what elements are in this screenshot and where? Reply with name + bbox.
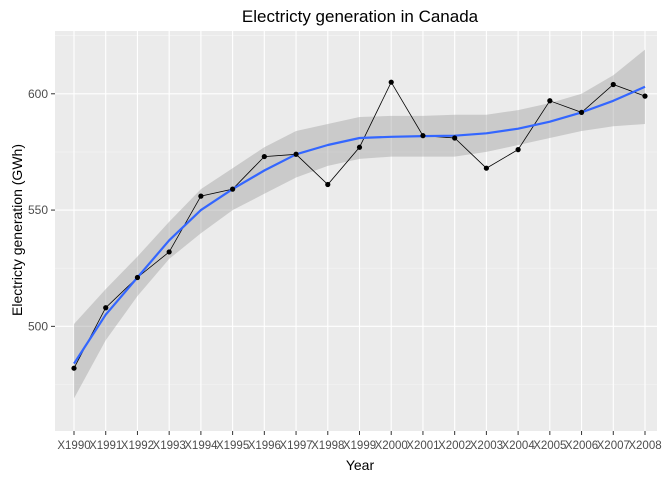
x-tick-label: X1995 — [216, 440, 249, 452]
axes-layer: 500550600X1990X1991X1992X1993X1994X1995X… — [28, 87, 662, 452]
y-tick-label: 550 — [28, 203, 48, 217]
x-tick-label: X2006 — [565, 440, 598, 452]
y-tick-label: 600 — [28, 87, 48, 101]
data-point — [388, 79, 394, 85]
x-tick-label: X1990 — [57, 440, 90, 452]
x-tick-label: X2003 — [470, 440, 503, 452]
data-point — [198, 193, 204, 199]
data-point — [71, 365, 77, 371]
x-tick-label: X1997 — [279, 440, 312, 452]
x-tick-label: X2002 — [438, 440, 471, 452]
x-tick-label: X2000 — [375, 440, 408, 452]
data-point — [610, 81, 616, 88]
x-tick-label: X1999 — [343, 440, 376, 452]
data-point — [642, 93, 648, 99]
data-point — [103, 305, 109, 311]
data-point — [293, 151, 299, 157]
confidence-band — [74, 49, 645, 399]
data-point — [261, 153, 267, 160]
data-point — [420, 133, 426, 139]
data-point — [325, 181, 331, 188]
x-tick-label: X2004 — [501, 440, 535, 452]
confidence-ribbon-layer — [74, 49, 645, 399]
data-point — [230, 186, 236, 192]
points-layer — [71, 79, 648, 371]
smooth-fit-line — [73, 85, 646, 365]
data-point — [515, 147, 521, 153]
x-tick-label: X2008 — [628, 440, 661, 452]
x-tick-label: X1993 — [153, 440, 186, 452]
data-point — [356, 144, 363, 150]
x-tick-label: X1996 — [248, 440, 281, 452]
y-axis-title: Electricty generation (GWh) — [9, 144, 25, 316]
data-point — [547, 98, 553, 104]
x-tick-label: X1992 — [121, 440, 154, 452]
grid-layer — [55, 31, 657, 431]
plot-panel — [55, 31, 657, 431]
data-point — [578, 109, 585, 115]
chart-title: Electricty generation in Canada — [242, 7, 479, 26]
data-point — [134, 274, 141, 281]
x-tick-label: X2001 — [406, 440, 439, 452]
x-tick-label: X2005 — [533, 440, 566, 452]
x-axis-title: Year — [346, 457, 375, 473]
y-tick-label: 500 — [28, 319, 48, 333]
data-point — [166, 249, 172, 255]
x-tick-label: X1991 — [89, 440, 122, 452]
x-tick-label: X1994 — [184, 440, 218, 452]
x-tick-label: X1998 — [311, 440, 344, 452]
data-point — [452, 135, 458, 141]
x-tick-label: X2007 — [597, 440, 630, 452]
data-point — [483, 165, 489, 171]
